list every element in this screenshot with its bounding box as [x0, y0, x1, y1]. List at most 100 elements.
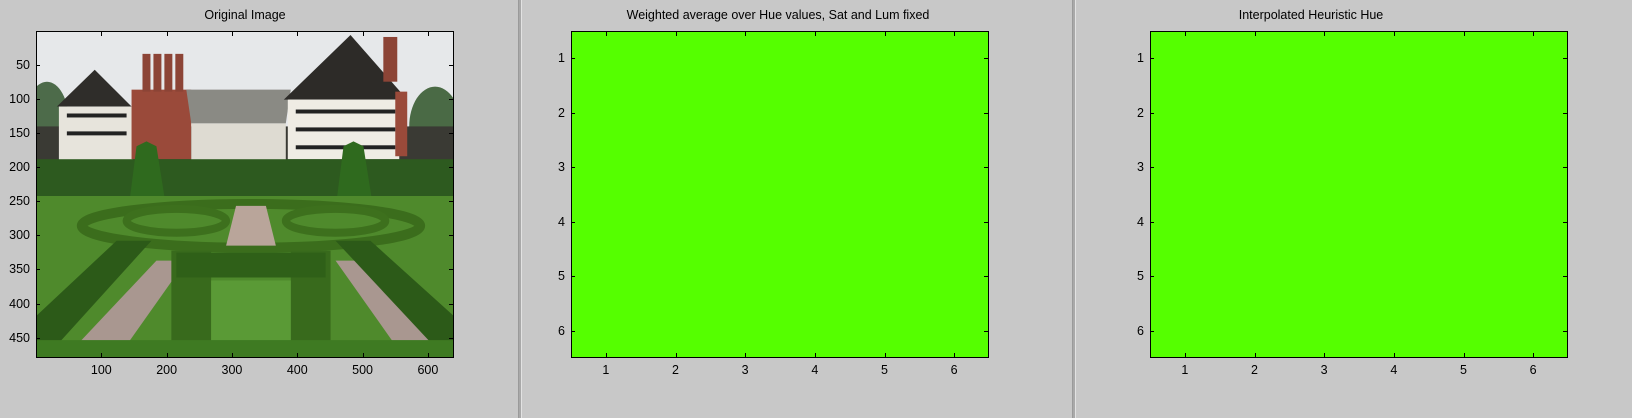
y-tick-mark: [449, 99, 453, 101]
y-tick-label: 5: [1137, 269, 1144, 284]
y-tick-mark: [984, 58, 988, 60]
x-tick-mark: [954, 32, 956, 36]
x-tick-mark: [1463, 32, 1465, 36]
y-tick-mark: [449, 167, 453, 169]
x-tick-label: 5: [1460, 363, 1467, 377]
axes-panel-weighted-average: Weighted average over Hue values, Sat an…: [522, 0, 1072, 418]
y-tick-mark: [571, 112, 575, 114]
x-tick-mark: [166, 353, 168, 357]
x-tick-mark: [101, 32, 103, 36]
x-tick-mark: [745, 353, 747, 357]
y-tick-mark: [984, 112, 988, 114]
y-tick-label: 5: [558, 269, 565, 284]
x-tick-label: 1: [1181, 363, 1189, 377]
green-color-fill: [1151, 32, 1567, 357]
y-tick-mark: [1150, 330, 1154, 332]
x-tick-mark: [954, 353, 956, 357]
y-tick-label: 6: [558, 323, 565, 338]
x-tick-label: 2: [1251, 363, 1258, 377]
y-tick-label: 2: [1137, 105, 1144, 120]
x-tick-label: 100: [90, 363, 112, 377]
y-tick-label: 4: [558, 214, 565, 229]
x-tick-label: 1: [602, 363, 610, 377]
x-tick-mark: [605, 353, 607, 357]
y-tick-mark: [571, 276, 575, 278]
y-tick-mark: [984, 221, 988, 223]
x-tick-mark: [1463, 353, 1465, 357]
x-tick-mark: [427, 353, 429, 357]
y-tick-mark: [36, 133, 40, 135]
y-tick-mark: [984, 167, 988, 169]
x-tick-mark: [1184, 32, 1186, 36]
garden-photo: [37, 32, 453, 357]
y-tick-label: 4: [1137, 214, 1144, 229]
x-tick-mark: [1254, 32, 1256, 36]
y-tick-mark: [1150, 112, 1154, 114]
x-tick-label: 4: [1390, 363, 1398, 377]
x-tick-mark: [362, 353, 364, 357]
x-tick-mark: [884, 353, 886, 357]
x-tick-mark: [231, 32, 233, 36]
x-tick-mark: [1533, 32, 1535, 36]
x-tick-mark: [231, 353, 233, 357]
y-tick-label: 1: [558, 51, 565, 66]
y-tick-mark: [571, 58, 575, 60]
y-tick-label: 350: [9, 262, 30, 277]
x-tick-label: 3: [741, 363, 749, 377]
x-tick-mark: [814, 353, 816, 357]
green-color-fill: [572, 32, 988, 357]
x-tick-label: 6: [1529, 363, 1537, 377]
x-tick-mark: [814, 32, 816, 36]
axes-title: Original Image: [204, 8, 286, 22]
x-tick-label: 5: [881, 363, 888, 377]
y-tick-label: 400: [9, 296, 30, 311]
axes-title: Interpolated Heuristic Hue: [1238, 8, 1384, 22]
x-tick-label: 500: [352, 363, 373, 377]
y-tick-mark: [36, 201, 40, 203]
y-tick-mark: [36, 337, 40, 339]
x-tick-mark: [166, 32, 168, 36]
panel-divider[interactable]: [1072, 0, 1076, 418]
y-tick-mark: [449, 269, 453, 271]
uniform-color-axes[interactable]: [571, 31, 989, 358]
y-tick-mark: [1563, 112, 1567, 114]
y-tick-mark: [36, 167, 40, 169]
y-tick-mark: [449, 235, 453, 237]
x-tick-label: 400: [286, 363, 308, 377]
x-tick-label: 600: [417, 363, 439, 377]
y-tick-mark: [571, 221, 575, 223]
y-tick-mark: [1563, 276, 1567, 278]
y-tick-mark: [1563, 167, 1567, 169]
x-tick-mark: [745, 32, 747, 36]
y-tick-label: 100: [9, 92, 30, 107]
y-tick-mark: [449, 337, 453, 339]
y-tick-label: 50: [16, 58, 30, 73]
x-tick-label: 6: [950, 363, 958, 377]
y-tick-mark: [1563, 58, 1567, 60]
y-tick-mark: [36, 99, 40, 101]
y-tick-mark: [1150, 276, 1154, 278]
y-tick-mark: [1150, 167, 1154, 169]
x-tick-label: 4: [811, 363, 819, 377]
y-tick-label: 300: [9, 228, 30, 243]
y-tick-mark: [449, 201, 453, 203]
x-tick-mark: [675, 353, 677, 357]
y-tick-label: 150: [9, 126, 30, 141]
x-tick-mark: [1254, 353, 1256, 357]
y-tick-mark: [1563, 221, 1567, 223]
x-tick-mark: [1393, 32, 1395, 36]
x-tick-mark: [427, 32, 429, 36]
y-tick-mark: [571, 330, 575, 332]
y-tick-label: 450: [9, 330, 30, 345]
y-tick-label: 6: [1137, 323, 1144, 338]
panel-divider[interactable]: [518, 0, 522, 418]
uniform-color-axes[interactable]: [1150, 31, 1568, 358]
y-tick-mark: [1150, 58, 1154, 60]
y-tick-label: 3: [558, 160, 565, 175]
x-tick-label: 200: [156, 363, 178, 377]
y-tick-mark: [449, 65, 453, 67]
image-axes[interactable]: [36, 31, 454, 358]
y-tick-mark: [1150, 221, 1154, 223]
x-tick-mark: [1533, 353, 1535, 357]
y-tick-mark: [984, 330, 988, 332]
